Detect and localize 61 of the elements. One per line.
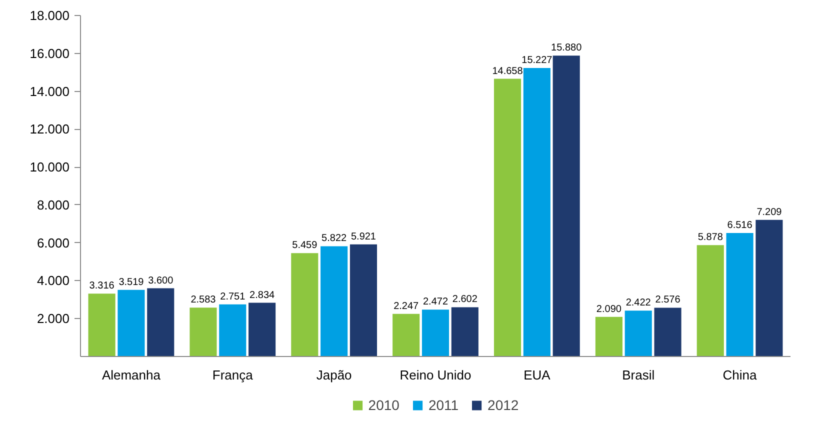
data-label: 5.459 (292, 240, 318, 252)
bar (190, 308, 217, 356)
bar (422, 310, 450, 356)
bar (291, 253, 318, 356)
bar (219, 304, 246, 356)
data-label: 2.834 (250, 290, 276, 301)
bar (624, 310, 652, 356)
legend-label: 2011 (428, 397, 459, 413)
data-label: 2.090 (596, 304, 622, 315)
y-tick-label: 18.000 (30, 8, 70, 23)
legend-label: 2010 (368, 397, 400, 413)
x-tick-label: Brasil (622, 368, 655, 382)
bar (350, 244, 378, 356)
data-label: 3.316 (89, 280, 115, 292)
data-label: 3.600 (148, 275, 174, 286)
data-label: 5.878 (698, 232, 724, 244)
bar (595, 316, 622, 356)
data-label: 2.583 (190, 294, 216, 306)
y-tick-label: 4.000 (36, 273, 70, 288)
data-label: 2.602 (452, 294, 478, 306)
bar (248, 302, 276, 356)
x-tick-label: França (212, 368, 254, 382)
data-label: 14.658 (492, 66, 524, 77)
bar (494, 78, 522, 356)
bar (552, 56, 580, 356)
x-tick-label: EUA (524, 368, 551, 382)
data-label: 2.576 (655, 294, 681, 306)
bar (88, 294, 116, 356)
data-label: 15.880 (551, 42, 582, 54)
data-label: 3.519 (118, 276, 144, 288)
data-label: 2.472 (422, 296, 448, 308)
y-tick-label: 10.000 (30, 160, 70, 175)
data-label: 2.422 (626, 298, 652, 309)
bar (523, 68, 550, 356)
x-tick-label: Reino Unido (400, 368, 472, 382)
bar (392, 314, 420, 356)
data-label: 15.227 (522, 55, 553, 66)
x-tick-label: China (722, 368, 758, 382)
y-tick-label: 16.000 (30, 46, 70, 61)
y-tick-label: 2.000 (36, 311, 70, 326)
bar (696, 245, 724, 356)
y-tick-label: 6.000 (36, 235, 70, 250)
data-label: 5.921 (350, 231, 376, 242)
y-tick-label: 14.000 (30, 84, 70, 99)
bar (451, 307, 478, 356)
legend-label: 2012 (488, 397, 519, 413)
data-label: 5.822 (322, 233, 348, 244)
bar (654, 308, 682, 356)
bar (320, 246, 348, 356)
y-tick-label: 12.000 (30, 122, 70, 137)
data-label: 2.247 (394, 300, 420, 312)
bar (726, 233, 754, 356)
data-label: 7.209 (756, 206, 782, 218)
x-tick-label: Japão (316, 368, 352, 382)
bar (118, 290, 145, 356)
bar (147, 288, 174, 356)
data-label: 6.516 (727, 220, 753, 232)
bar (756, 220, 783, 356)
x-tick-label: Alemanha (102, 368, 162, 382)
y-tick-label: 8.000 (36, 197, 70, 212)
data-label: 2.751 (220, 291, 246, 302)
